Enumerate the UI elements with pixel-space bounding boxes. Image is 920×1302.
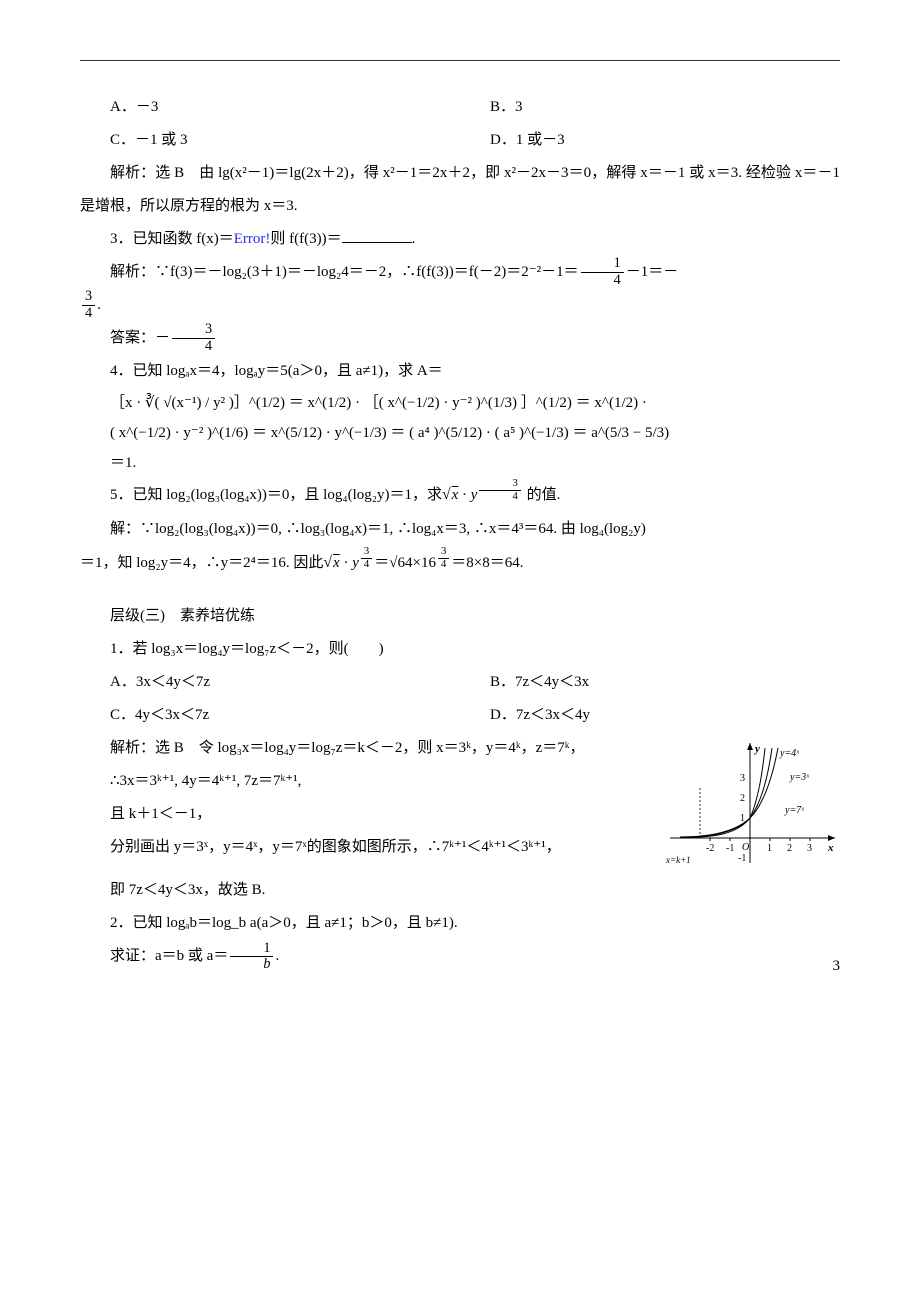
spacer bbox=[80, 580, 840, 600]
sqrt64: √64 bbox=[389, 555, 412, 571]
l3-q1-opt-b: B．7z＜4y＜3x bbox=[460, 666, 840, 699]
q5-solution-2: ＝1，知 log₂y＝4，∴y＝2⁴＝16. 因此√x · y34＝√64×16… bbox=[80, 546, 840, 581]
frac-1-b: 1b bbox=[228, 941, 275, 973]
l3-q1-opt-a: A．3x＜4y＜7z bbox=[80, 666, 460, 699]
frac-1-4: 14 bbox=[579, 256, 626, 288]
q3-stem-post: 则 f(f(3))＝ bbox=[270, 231, 341, 247]
q3-stem-pre: 3．已知函数 f(x)＝ bbox=[110, 231, 234, 247]
q2-opt-c: C．－1 或 3 bbox=[80, 124, 460, 157]
q5-stem: 5．已知 log₂(log₃(log₄x))＝0，且 log₄(log₂y)＝1… bbox=[80, 478, 840, 513]
q5-stem-a: 5．已知 log₂(log₃(log₄x))＝0，且 log₄(log₂y)＝1… bbox=[110, 487, 442, 503]
l3-q1-opts-row2: C．4y＜3x＜7z D．7z＜3x＜4y bbox=[80, 699, 840, 732]
exp-3-4-c: 34 bbox=[436, 546, 451, 571]
svg-text:3: 3 bbox=[740, 773, 745, 784]
q5-stem-b: 的值. bbox=[523, 487, 561, 503]
q2-opt-d: D．1 或－3 bbox=[460, 124, 840, 157]
l3-q2-period: . bbox=[275, 948, 279, 964]
svg-text:y=4ˣ: y=4ˣ bbox=[779, 748, 800, 759]
l3-q2-claim-a: 求证：a＝b 或 a＝ bbox=[110, 948, 228, 964]
exp-3-4-b: 34 bbox=[359, 546, 374, 571]
frac-3-4: 34 bbox=[80, 289, 97, 321]
frac-3-4-ans: 34 bbox=[170, 322, 217, 354]
q2-options-row1: A．－3 B．3 bbox=[80, 91, 840, 124]
blank-line bbox=[342, 242, 412, 243]
q2-solution: 解析：选 B 由 lg(x²－1)＝lg(2x＋2)，得 x²－1＝2x＋2，即… bbox=[80, 157, 840, 223]
exponential-graph: -2 -1 O 1 2 3 1 2 3 -1 y=4ˣ y=3ˣ y=7ˣ y … bbox=[660, 738, 840, 868]
l3-q1-sol-p5: 即 7z＜4y＜3x，故选 B. bbox=[80, 874, 840, 907]
q2-opt-a: A．－3 bbox=[80, 91, 460, 124]
error-text: Error! bbox=[234, 231, 271, 247]
l3-q2-stem: 2．已知 logₐb＝log_b a(a＞0，且 a≠1；b＞0，且 b≠1). bbox=[80, 907, 840, 940]
l3-q2-claim: 求证：a＝b 或 a＝1b. bbox=[80, 940, 840, 973]
q3-period: . bbox=[97, 297, 101, 313]
q5-sol-c: ＝8×8＝64. bbox=[451, 555, 523, 571]
l3-q1-opt-d: D．7z＜3x＜4y bbox=[460, 699, 840, 732]
q5-solution: 解：∵log₂(log₃(log₄x))＝0, ∴log₃(log₄x)＝1, … bbox=[80, 513, 840, 546]
l3-q1-sol-p1-text: 解析：选 B 令 log₃x＝log₄y＝log₇z＝k＜－2，则 x＝3ᵏ，y… bbox=[110, 740, 584, 756]
svg-text:3: 3 bbox=[807, 843, 812, 854]
q2-opt-b: B．3 bbox=[460, 91, 840, 124]
q3-sol-b: －1＝－ bbox=[626, 264, 679, 280]
q3-stem: 3．已知函数 f(x)＝Error!则 f(f(3))＝. bbox=[80, 223, 840, 256]
q4-line3: ＝1. bbox=[80, 448, 840, 478]
q4-stem: 4．已知 logₐx＝4，logₐy＝5(a＞0，且 a≠1)，求 A＝ bbox=[80, 355, 840, 388]
page-content: A．－3 B．3 C．－1 或 3 D．1 或－3 解析：选 B 由 lg(x²… bbox=[80, 91, 840, 973]
q5-sol-a: 解：∵log₂(log₃(log₄x))＝0, ∴log₃(log₄x)＝1, … bbox=[110, 521, 646, 537]
l3-q1-opts-row1: A．3x＜4y＜7z B．7z＜4y＜3x bbox=[80, 666, 840, 699]
q4-line2: ( x^(−1/2) · y⁻² )^(1/6) ＝ x^(5/12) · y^… bbox=[80, 418, 840, 448]
q3-answer: 答案：－34 bbox=[80, 322, 840, 355]
page-number: 3 bbox=[833, 950, 841, 983]
level3-title: 层级(三) 素养培优练 bbox=[80, 600, 840, 633]
exp-3-4: 34 bbox=[477, 478, 522, 503]
svg-text:1: 1 bbox=[767, 843, 772, 854]
svg-text:-1: -1 bbox=[738, 853, 746, 864]
l3-q1-stem: 1．若 log₃x＝log₄y＝log₇z＜－2，则( ) bbox=[80, 633, 840, 666]
q3-solution-frac: 34. bbox=[80, 289, 840, 322]
svg-text:O: O bbox=[742, 842, 749, 853]
svg-text:x=k+1: x=k+1 bbox=[665, 855, 691, 865]
l3-q1-opt-c: C．4y＜3x＜7z bbox=[80, 699, 460, 732]
q4-line1: ［x · ∛( √(x⁻¹) / y² )］^(1/2) ＝ x^(1/2) ·… bbox=[80, 388, 840, 418]
top-rule bbox=[80, 60, 840, 61]
q3-solution: 解析：∵f(3)＝－log₂(3＋1)＝－log₂4＝－2，∴f(f(3))＝f… bbox=[80, 256, 840, 289]
svg-text:y=7ˣ: y=7ˣ bbox=[784, 805, 805, 816]
svg-text:y: y bbox=[753, 743, 760, 755]
q3-ans-label: 答案：－ bbox=[110, 330, 170, 346]
q2-options-row2: C．－1 或 3 D．1 或－3 bbox=[80, 124, 840, 157]
svg-text:2: 2 bbox=[787, 843, 792, 854]
q2-sol-text: 解析：选 B 由 lg(x²－1)＝lg(2x＋2)，得 x²－1＝2x＋2，即… bbox=[80, 165, 840, 214]
svg-text:y=3ˣ: y=3ˣ bbox=[789, 772, 810, 783]
svg-text:x: x bbox=[827, 842, 834, 854]
svg-text:-2: -2 bbox=[706, 843, 714, 854]
svg-text:-1: -1 bbox=[726, 843, 734, 854]
q5-sol-b: ＝1，知 log₂y＝4，∴y＝2⁴＝16. 因此 bbox=[80, 555, 323, 571]
q3-sol-a: 解析：∵f(3)＝－log₂(3＋1)＝－log₂4＝－2，∴f(f(3))＝f… bbox=[110, 264, 579, 280]
svg-text:2: 2 bbox=[740, 793, 745, 804]
sixteen: 16 bbox=[421, 555, 436, 571]
